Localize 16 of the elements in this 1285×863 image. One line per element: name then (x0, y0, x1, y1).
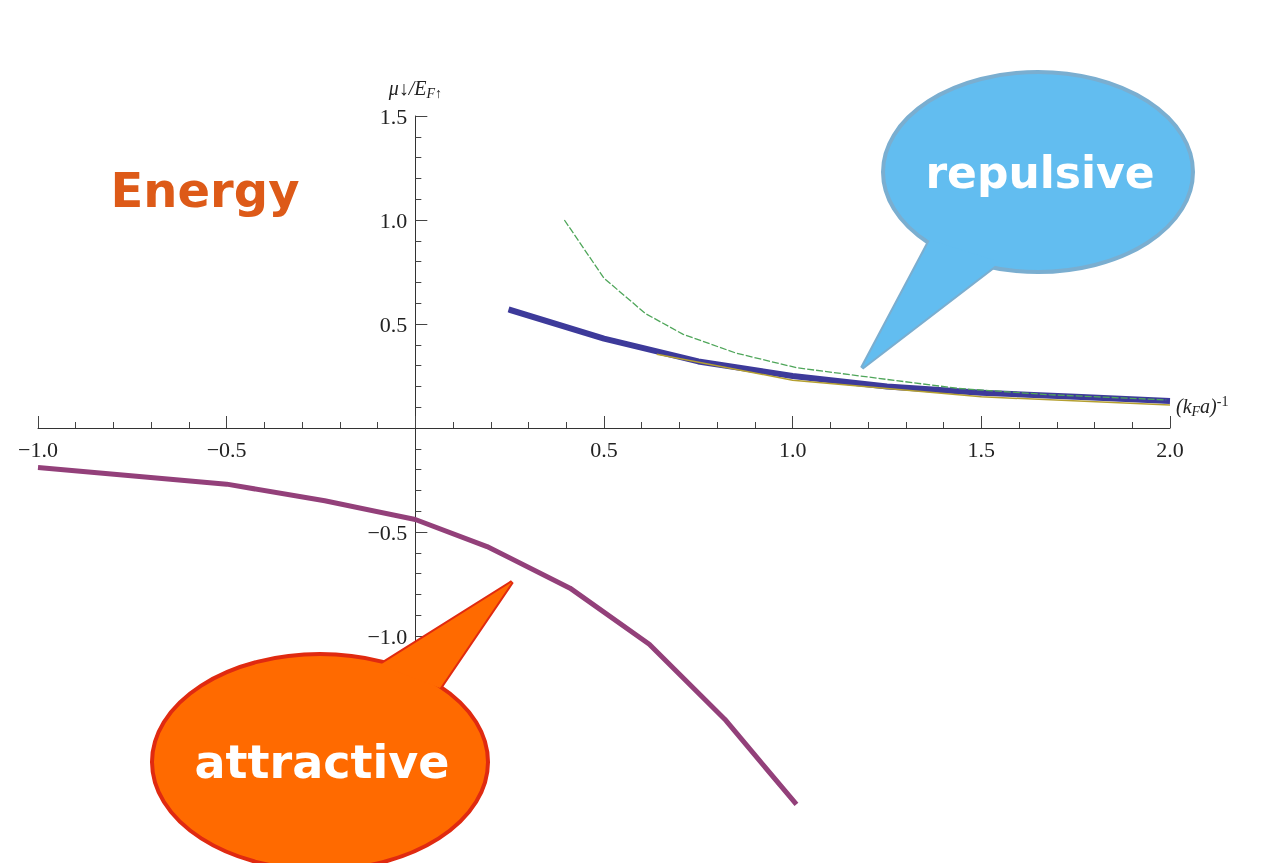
y-tick-label: −0.5 (367, 519, 408, 545)
x-tick-label: −0.5 (206, 436, 247, 462)
line-series (656, 353, 1171, 406)
line-series (563, 219, 1167, 401)
x-tick-label: 0.5 (590, 436, 618, 462)
annotation: attractive (194, 735, 450, 789)
y-tick-label: 1.0 (379, 207, 408, 233)
annotation: Energy (110, 162, 300, 218)
x-tick-label: −1.0 (18, 436, 58, 462)
y-tick-label: −1.0 (367, 623, 408, 649)
y-tick-label: 1.5 (379, 103, 408, 129)
x-tick-label: 2.0 (1156, 436, 1184, 462)
annotation: repulsive (925, 146, 1155, 198)
x-tick-label: 1.5 (967, 436, 996, 462)
x-tick-label: 1.0 (778, 436, 807, 462)
y-tick-label: 0.5 (379, 311, 408, 337)
